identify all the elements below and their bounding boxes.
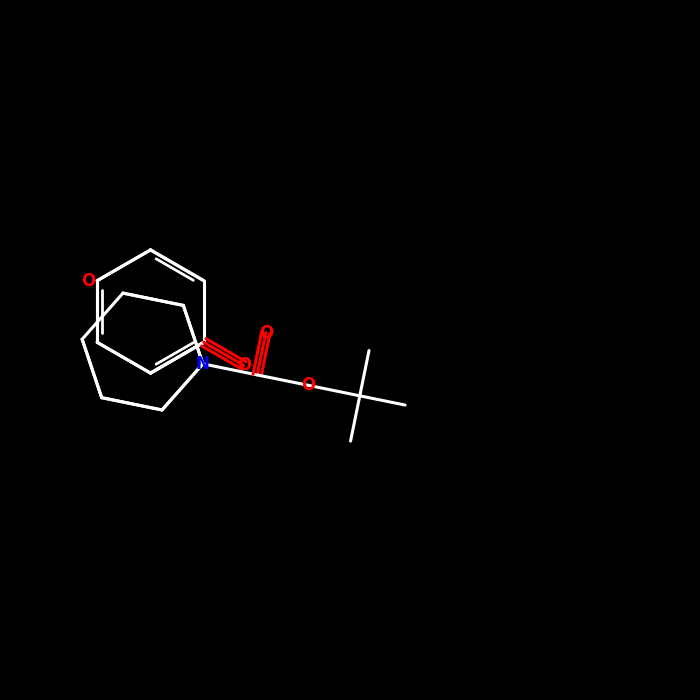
Text: O: O bbox=[237, 356, 251, 374]
Text: O: O bbox=[302, 377, 316, 394]
Text: O: O bbox=[259, 323, 273, 342]
Text: O: O bbox=[81, 272, 95, 290]
Text: N: N bbox=[196, 355, 210, 373]
